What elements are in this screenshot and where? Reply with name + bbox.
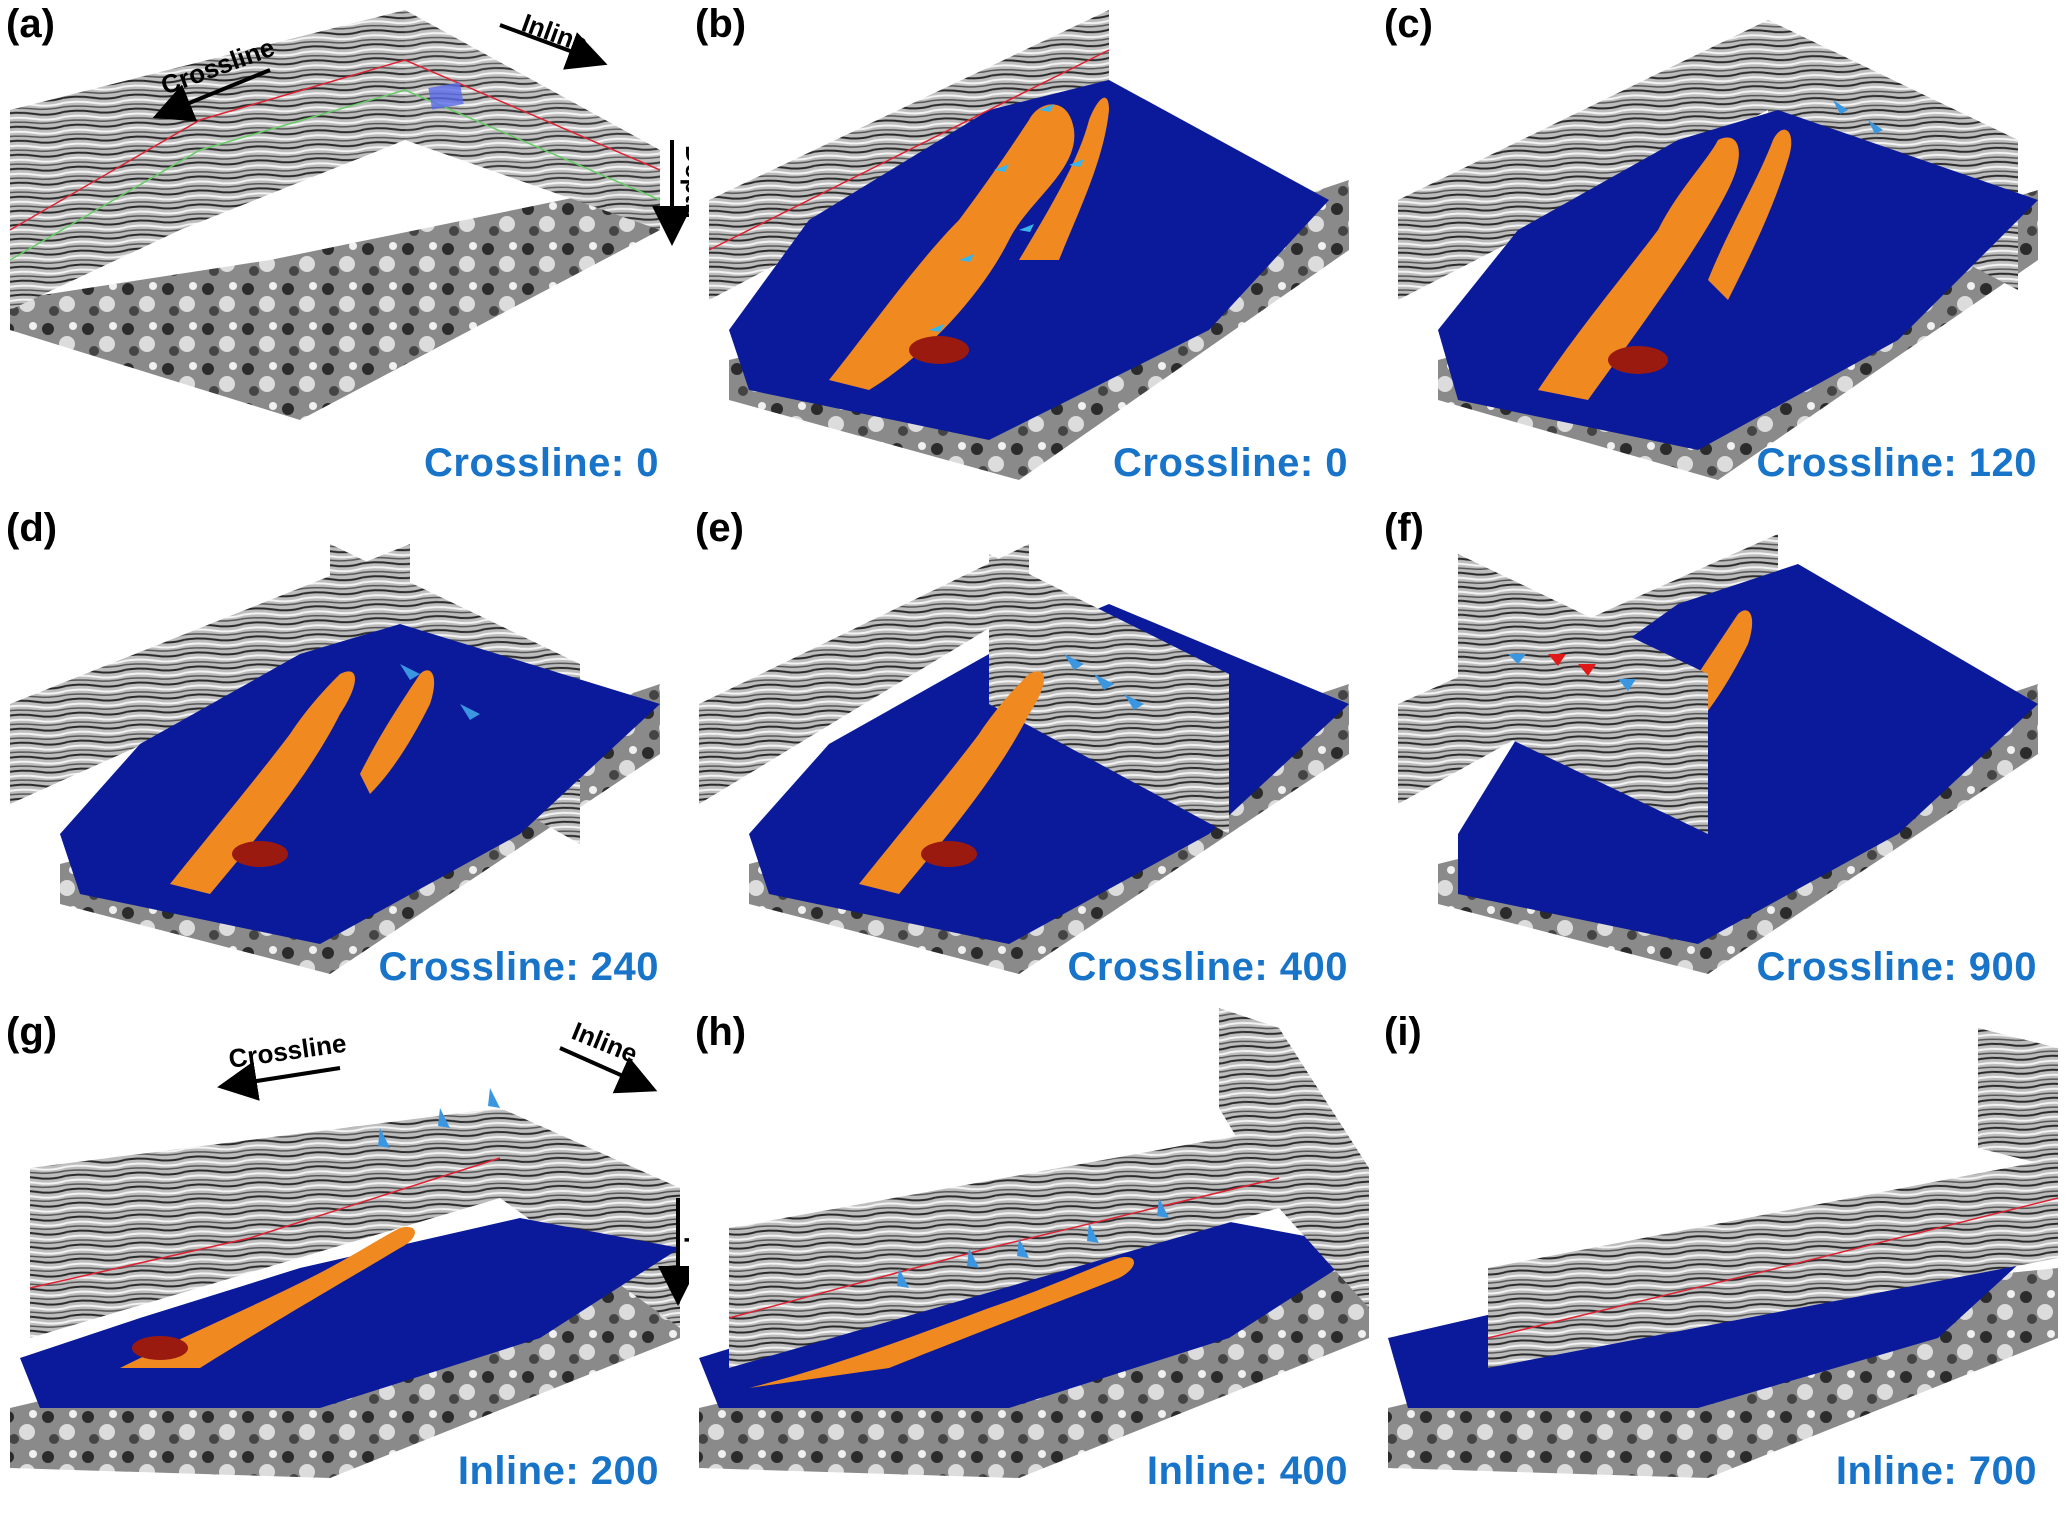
seismic-volume-h: [699, 1008, 1369, 1478]
slice-label: Crossline: 900: [1756, 945, 2037, 989]
channel-red: [132, 1336, 188, 1360]
inline-arrow: [499, 23, 608, 70]
seismic-volume-e: [699, 544, 1349, 974]
seismic-volume-d: [10, 544, 660, 974]
horizon-line: [1487, 1197, 2059, 1339]
slice-label: Crossline: 0: [424, 441, 659, 485]
channel-body: [829, 104, 1075, 390]
horizon-line-green: [9, 89, 661, 261]
panel-g: Crossline Inline Depth (g) Inline: 200: [0, 1008, 689, 1512]
slice-label: Crossline: 120: [1756, 441, 2037, 485]
arrow-markers: [1064, 654, 1144, 710]
channel-body: [360, 670, 435, 794]
crossline-arrow: [152, 68, 271, 122]
crossline-section: [1398, 20, 1768, 300]
arrow-markers: [400, 664, 480, 720]
crossline-axis-label: Crossline: [227, 1028, 349, 1074]
channel-red: [1608, 346, 1668, 374]
panel-c: (c) Crossline: 120: [1378, 0, 2067, 504]
inline-section: [1458, 554, 1708, 834]
crossline-section: [1219, 1008, 1369, 1308]
arrow-markers: [1508, 654, 1636, 691]
horizon-line: [29, 1157, 501, 1289]
slice-label: Crossline: 400: [1067, 945, 1348, 989]
panel-f: (f) Crossline: 900: [1378, 504, 2067, 1008]
panel-label: (g): [6, 1010, 58, 1054]
channel-red: [232, 841, 288, 867]
panel-d: (d) Crossline: 240: [0, 504, 689, 1008]
slice-label: Inline: 200: [457, 1449, 659, 1493]
crossline-section: [30, 1108, 500, 1338]
panel-label: (c): [1384, 2, 1433, 46]
panel-b: (b) Crossline: 0: [689, 0, 1378, 504]
horizon-line: [708, 49, 1110, 251]
panel-label: (e): [695, 506, 744, 550]
time-slice: [10, 180, 660, 420]
arrow-markers: [897, 1198, 1169, 1288]
crossline-section: [10, 10, 405, 310]
seismic-volume-i: [1388, 1028, 2059, 1478]
seismic-volume-c: [1398, 20, 2038, 480]
channel-red: [921, 841, 977, 867]
channel-body: [170, 671, 355, 894]
channel-body: [1538, 137, 1739, 400]
inline-section: [729, 1128, 1279, 1368]
channel-body: [120, 1227, 415, 1368]
panel-label: (b): [695, 2, 747, 46]
channel-body: [1708, 129, 1792, 300]
slice-label: Crossline: 240: [378, 945, 659, 989]
channel-red: [909, 336, 969, 364]
inline-section: [405, 10, 660, 230]
panel-a: Crossline Inline Depth (a) Crossline: 0: [0, 0, 689, 504]
channel-body: [1019, 97, 1109, 260]
seismic-volume-g: Crossline Inline Depth: [10, 1016, 689, 1478]
panel-i: (i) Inline: 700: [1378, 1008, 2067, 1512]
seismic-volume-f: [1398, 534, 2038, 974]
panel-e: (e) Crossline: 400: [689, 504, 1378, 1008]
panel-label: (d): [6, 506, 58, 550]
horizon-line: [728, 1177, 1280, 1319]
panel-label: (a): [6, 2, 55, 46]
crossline-section: [699, 544, 1029, 804]
inline-axis-label: Inline: [518, 7, 592, 58]
arrow-markers: [1833, 100, 1883, 134]
target-marker: [428, 82, 464, 110]
seismic-volume-a: Crossline Inline Depth: [9, 7, 689, 420]
crossline-arrow: [217, 1061, 341, 1101]
arrow-markers: [929, 104, 1084, 332]
horizon-line: [9, 59, 661, 231]
inline-section: [1488, 1158, 2058, 1368]
inline-arrow: [559, 1046, 658, 1094]
panel-h: (h) Inline: 400: [689, 1008, 1378, 1512]
depth-axis-label: Depth: [684, 1203, 689, 1277]
panel-label: (i): [1384, 1010, 1422, 1054]
channel-body: [749, 1257, 1134, 1388]
channel-body: [859, 671, 1044, 894]
slice-label: Crossline: 0: [1113, 441, 1348, 485]
inline-section: [989, 554, 1229, 834]
panel-label: (h): [695, 1010, 747, 1054]
arrow-markers: [378, 1088, 500, 1148]
panel-label: (f): [1384, 506, 1424, 550]
crossline-section: [1978, 1028, 2058, 1168]
crossline-section: [10, 544, 410, 804]
seismic-volume-b: [708, 10, 1349, 480]
slice-label: Inline: 700: [1835, 1449, 2037, 1493]
inline-axis-label: Inline: [568, 1016, 642, 1069]
slice-label: Inline: 400: [1146, 1449, 1348, 1493]
depth-axis-label: Depth: [680, 145, 689, 219]
